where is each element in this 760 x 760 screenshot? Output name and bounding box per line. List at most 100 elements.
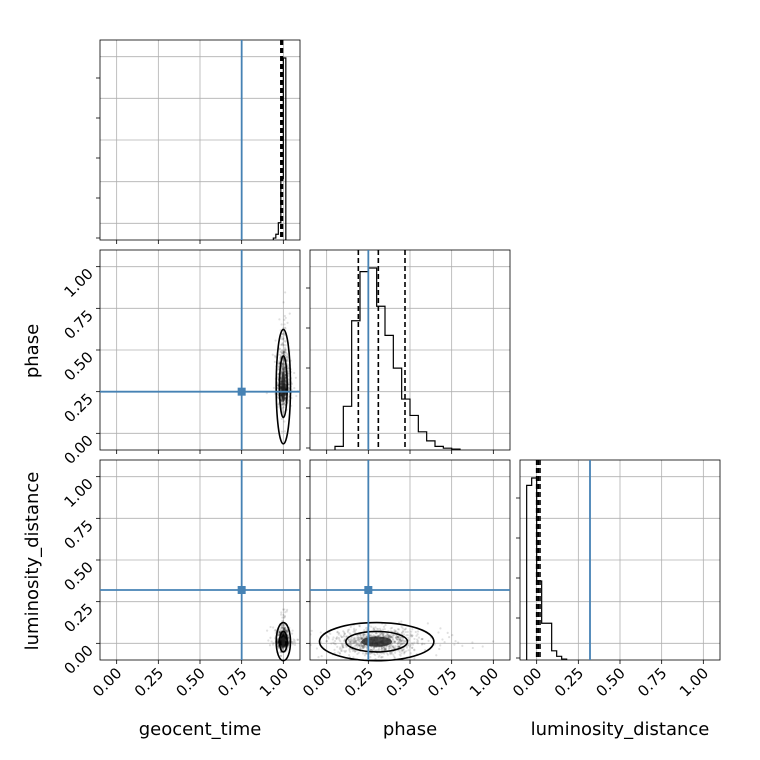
scatter-point	[344, 650, 347, 654]
scatter-point	[365, 635, 368, 639]
scatter-point	[391, 638, 395, 641]
panels: 0.00 0.25 0.50 0.75 1.000.000.250.500.751.00…	[60, 39, 721, 700]
scatter-point	[283, 626, 286, 629]
scatter-point	[443, 640, 446, 644]
scatter-point	[204, 646, 206, 648]
scatter-point	[403, 642, 406, 645]
scatter-point	[282, 337, 285, 340]
x-tick-label-hist-luminosity_distance-2: 0.50	[592, 664, 628, 700]
scatter-point	[361, 652, 365, 655]
scatter-point	[279, 654, 282, 658]
density-core-phase_vs_geocent_time	[281, 371, 286, 403]
scatter-point	[396, 636, 399, 639]
scatter-point	[280, 646, 283, 649]
scatter-point	[281, 626, 284, 630]
scatter-point	[272, 626, 275, 629]
scatter-point	[378, 654, 381, 657]
scatter-point	[281, 351, 284, 354]
scatter-point	[283, 351, 286, 354]
scatter-point	[380, 646, 383, 649]
scatter-point	[355, 641, 358, 644]
scatter-point	[399, 642, 402, 645]
scatter-point	[391, 635, 394, 638]
scatter-point	[374, 657, 377, 660]
scatter-point	[281, 403, 284, 406]
scatter-point	[360, 642, 363, 645]
x-axis-label-geocent_time: geocent_time	[139, 719, 262, 740]
scatter-point	[342, 646, 345, 649]
scatter-point	[403, 652, 406, 655]
scatter-point	[278, 347, 281, 350]
scatter-point	[350, 637, 353, 640]
scatter-point	[363, 633, 366, 636]
scatter-point	[423, 648, 427, 652]
scatter-point	[285, 630, 289, 633]
scatter-point	[280, 636, 283, 639]
scatter-point	[282, 646, 285, 649]
scatter-point	[392, 634, 395, 637]
scatter-point	[281, 367, 284, 370]
scatter-point	[446, 631, 449, 634]
scatter-point	[277, 645, 280, 648]
scatter-point	[353, 640, 356, 643]
scatter-point	[404, 627, 407, 630]
scatter-point	[411, 628, 414, 631]
scatter-point	[282, 633, 285, 637]
scatter-point	[280, 343, 283, 346]
scatter-point	[398, 640, 401, 643]
x-tick-label-luminosity_distance_vs_phase-4: 1.00	[466, 664, 502, 700]
x-tick-label-luminosity_distance_vs_phase-1: 0.25	[341, 664, 377, 700]
scatter-point	[282, 402, 285, 405]
scatter-point	[280, 636, 283, 639]
y-tick-label-phase_vs_geocent_time-4: 1.00	[60, 265, 96, 301]
scatter-point	[388, 634, 391, 637]
scatter-point	[393, 656, 397, 659]
scatter-point	[283, 645, 286, 649]
scatter-point	[283, 339, 286, 342]
scatter-point	[381, 634, 385, 637]
scatter-point	[393, 640, 397, 643]
scatter-point	[282, 633, 285, 636]
scatter-point	[284, 371, 287, 374]
scatter-point	[284, 349, 287, 352]
scatter-point	[284, 398, 287, 401]
contour-inner-phase_vs_geocent_time	[278, 355, 288, 419]
scatter-point	[398, 642, 401, 645]
scatter-point	[282, 358, 285, 362]
scatter-point	[374, 649, 377, 652]
scatter-point	[351, 639, 354, 642]
scatter-point	[331, 638, 334, 641]
truth-marker-phase_vs_geocent_time	[237, 387, 246, 396]
scatter-point	[421, 637, 424, 641]
scatter-point	[281, 411, 284, 415]
scatter-point	[415, 634, 418, 637]
scatter-point	[283, 370, 287, 373]
scatter-point	[280, 343, 283, 347]
scatter-point	[399, 643, 402, 647]
scatter-point	[397, 640, 401, 643]
scatter-point	[290, 382, 294, 385]
scatter-point	[353, 638, 356, 641]
scatter-point	[281, 349, 284, 352]
scatter-point	[389, 634, 392, 637]
scatter-point	[284, 645, 287, 648]
scatter-point	[362, 632, 365, 636]
scatter-point	[402, 630, 405, 633]
scatter-point	[392, 633, 395, 637]
scatter-point	[381, 633, 384, 636]
scatter-point	[396, 638, 399, 642]
histogram-steps-phase	[334, 267, 461, 450]
scatter-point	[382, 646, 386, 649]
scatter-point	[290, 632, 294, 635]
scatter-point	[394, 629, 397, 632]
scatter-point	[372, 626, 375, 629]
scatter-point	[282, 365, 285, 368]
scatter-point	[358, 625, 362, 628]
scatter-point	[413, 648, 416, 651]
scatter-point	[281, 624, 285, 627]
scatter-point	[354, 628, 358, 631]
scatter-point	[283, 634, 286, 637]
scatter-point	[389, 627, 392, 630]
scatter-point	[336, 630, 339, 633]
scatter-point	[283, 616, 286, 619]
